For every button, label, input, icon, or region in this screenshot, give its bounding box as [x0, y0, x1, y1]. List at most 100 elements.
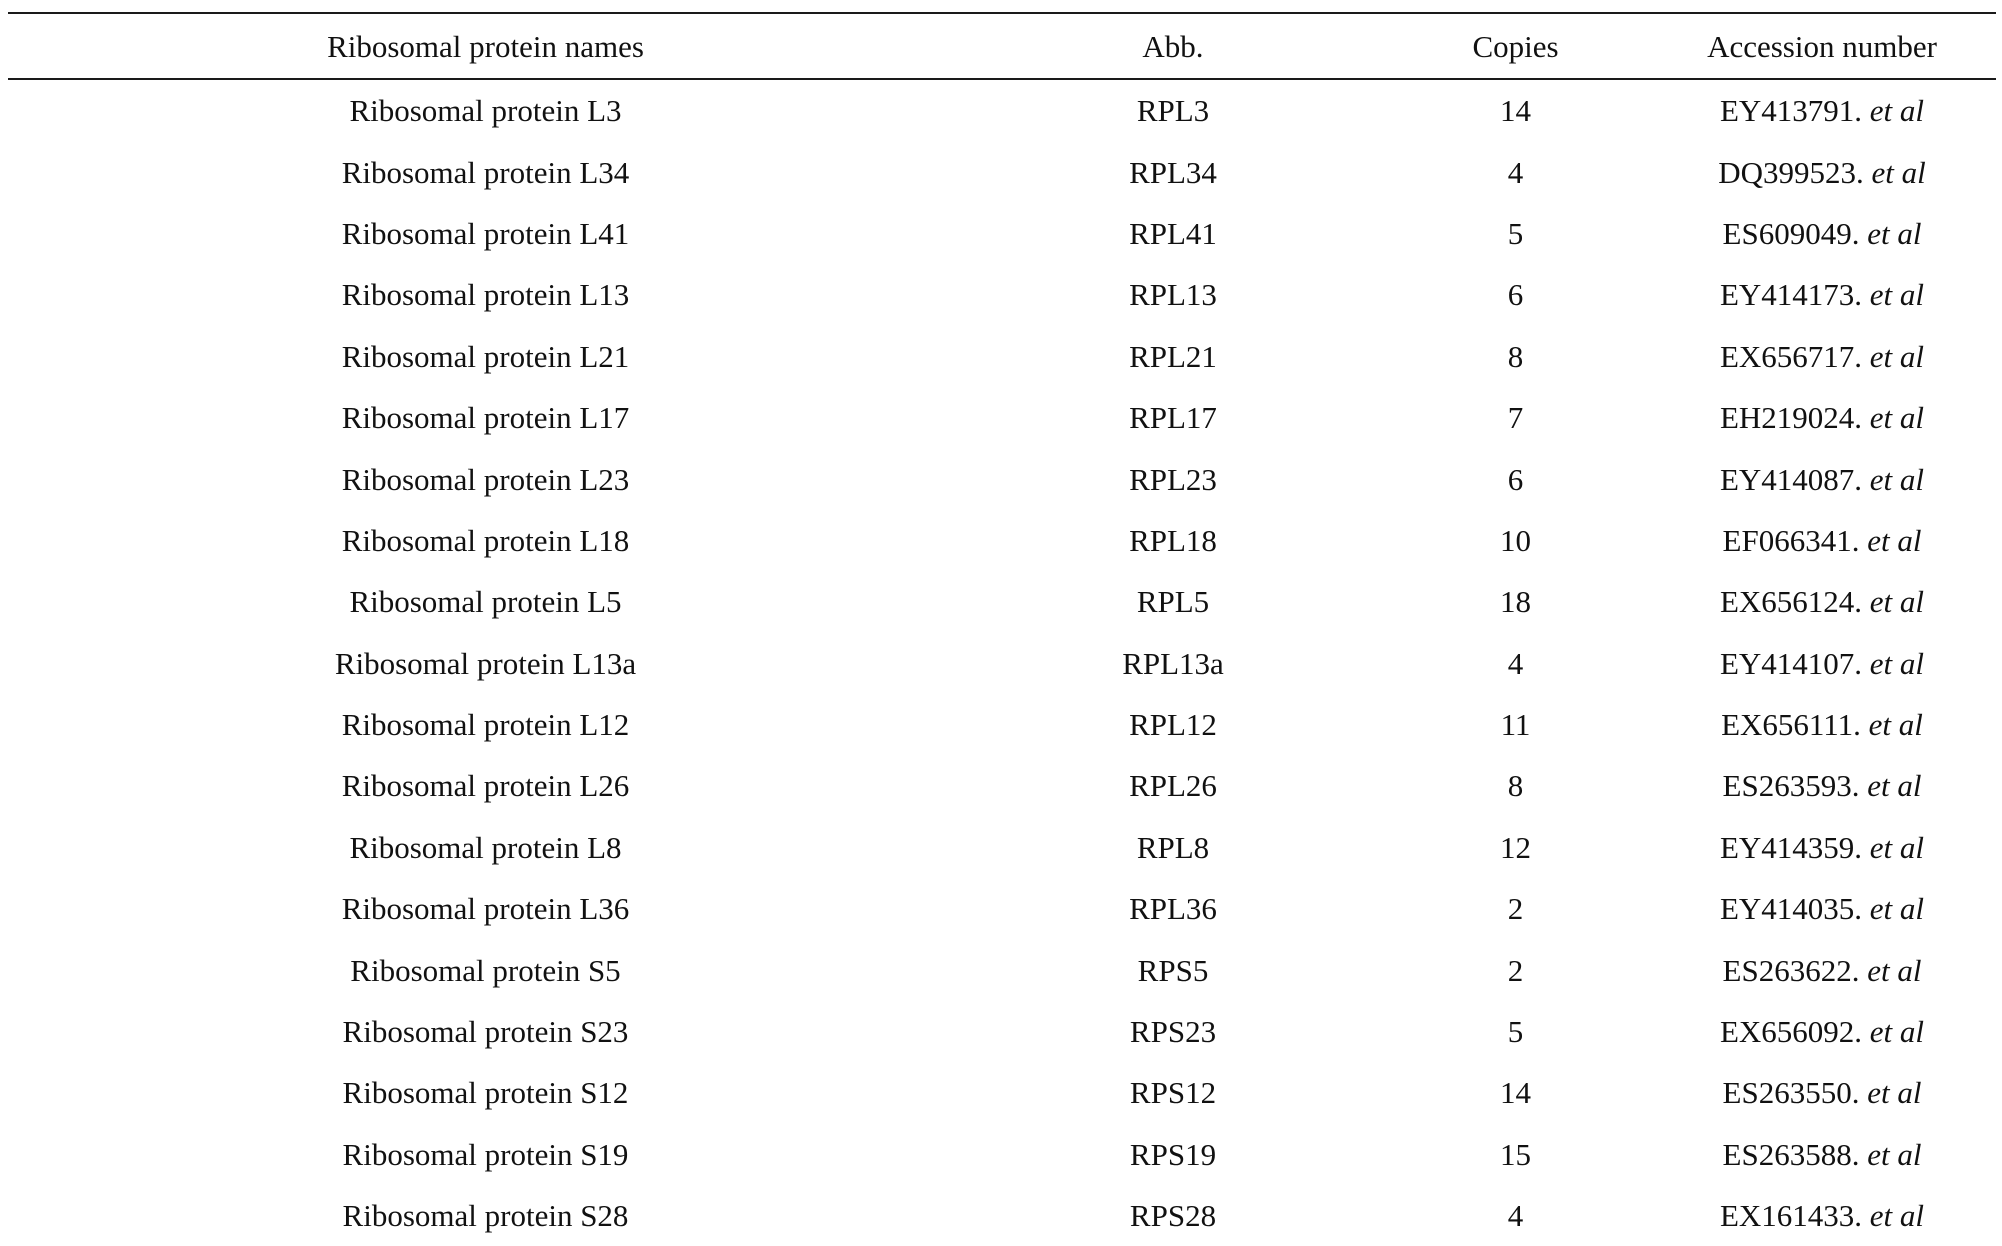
cell-copies: 11 — [1500, 707, 1531, 743]
cell-protein-name: Ribosomal protein S23 — [342, 1014, 629, 1050]
cell-accession: EY414359. et al — [1648, 832, 1996, 863]
cell-abbreviation: RPS19 — [1129, 1136, 1217, 1172]
cell-protein-name: Ribosomal protein L12 — [341, 707, 630, 743]
cell-abbreviation: RPL26 — [1129, 768, 1217, 804]
et-al-label: et al — [1867, 952, 1922, 988]
cell-abbreviation: RPL3 — [1136, 93, 1210, 129]
cell-protein-name: Ribosomal protein S12 — [342, 1075, 629, 1111]
table-row: Ribosomal protein L41 RPL41 5 ES609049. et … — [8, 203, 1996, 264]
accession-number: ES263593. — [1722, 768, 1860, 804]
et-al-label: et al — [1868, 707, 1923, 743]
accession-number: ES609049. — [1722, 215, 1860, 251]
cell-accession: DQ399523. et al — [1648, 157, 1996, 188]
accession-number: EY413791. — [1719, 93, 1863, 129]
accession-number: ES263588. — [1722, 1136, 1860, 1172]
et-al-label: et al — [1869, 584, 1925, 620]
cell-copies: 14 — [1500, 1075, 1531, 1111]
table-row: Ribosomal protein L23 RPL23 6 EY414087. et … — [8, 448, 1996, 509]
cell-abbreviation: RPL8 — [1136, 829, 1210, 865]
cell-abbreviation: RPL34 — [1129, 154, 1217, 190]
cell-copies: 4 — [1507, 154, 1524, 190]
cell-abbreviation: RPS12 — [1129, 1075, 1217, 1111]
cell-abbreviation: RPL13 — [1129, 277, 1217, 313]
et-al-label: et al — [1869, 277, 1925, 313]
cell-copies: 10 — [1500, 522, 1531, 558]
et-al-label: et al — [1869, 829, 1925, 865]
cell-accession: ES263588. et al — [1648, 1139, 1996, 1170]
cell-protein-name: Ribosomal protein L21 — [341, 338, 630, 374]
cell-abbreviation: RPL13a — [1122, 645, 1224, 681]
cell-abbreviation: RPL5 — [1136, 584, 1210, 620]
accession-number: EX656124. — [1719, 584, 1863, 620]
accession-number: ES263622. — [1722, 952, 1860, 988]
header-abbreviation: Abb. — [1142, 28, 1204, 64]
table-row: Ribosomal protein L17 RPL17 7 EH219024. et … — [8, 387, 1996, 448]
cell-copies: 5 — [1507, 215, 1524, 251]
et-al-label: et al — [1867, 1136, 1922, 1172]
accession-number: EY414359. — [1719, 829, 1863, 865]
cell-abbreviation: RPS28 — [1129, 1198, 1217, 1234]
et-al-label: et al — [1869, 461, 1925, 497]
cell-protein-name: Ribosomal protein L18 — [341, 522, 630, 558]
cell-copies: 14 — [1500, 93, 1531, 129]
cell-accession: ES609049. et al — [1648, 218, 1996, 249]
cell-abbreviation: RPL18 — [1129, 522, 1217, 558]
accession-number: EH219024. — [1719, 400, 1863, 436]
cell-abbreviation: RPL23 — [1129, 461, 1217, 497]
table-row: Ribosomal protein S28 RPS28 4 EX161433. et … — [8, 1185, 1996, 1246]
cell-protein-name: Ribosomal protein L17 — [341, 400, 630, 436]
cell-copies: 8 — [1507, 338, 1524, 374]
cell-accession: EY414107. et al — [1648, 648, 1996, 679]
accession-number: ES263550. — [1722, 1075, 1860, 1111]
accession-number: EX656092. — [1719, 1014, 1863, 1050]
et-al-label: et al — [1869, 891, 1925, 927]
cell-abbreviation: RPS23 — [1129, 1014, 1217, 1050]
et-al-label: et al — [1867, 215, 1922, 251]
cell-copies: 8 — [1507, 768, 1524, 804]
cell-copies: 15 — [1500, 1136, 1531, 1172]
table-row: Ribosomal protein L13 RPL13 6 EY414173. et … — [8, 264, 1996, 325]
cell-protein-name: Ribosomal protein L36 — [341, 891, 630, 927]
accession-number: EY414107. — [1719, 645, 1863, 681]
et-al-label: et al — [1869, 338, 1925, 374]
et-al-label: et al — [1869, 400, 1925, 436]
accession-number: EX656717. — [1719, 338, 1863, 374]
accession-number: EX161433. — [1719, 1198, 1863, 1234]
table-row: Ribosomal protein L3 RPL3 14 EY413791. et a… — [8, 80, 1996, 141]
cell-accession: EX656111. et al — [1648, 709, 1996, 740]
et-al-label: et al — [1869, 1198, 1925, 1234]
header-copies: Copies — [1472, 28, 1559, 64]
cell-protein-name: Ribosomal protein L3 — [349, 93, 622, 129]
cell-abbreviation: RPL41 — [1129, 215, 1217, 251]
table-row: Ribosomal protein S5 RPS5 2 ES263622. et al — [8, 939, 1996, 1000]
cell-protein-name: Ribosomal protein L23 — [341, 461, 630, 497]
cell-protein-name: Ribosomal protein S5 — [350, 952, 621, 988]
table-row: Ribosomal protein S12 RPS12 14 ES263550. et… — [8, 1062, 1996, 1123]
table-row: Ribosomal protein L21 RPL21 8 EX656717. et … — [8, 326, 1996, 387]
cell-accession: EX656092. et al — [1648, 1016, 1996, 1047]
cell-protein-name: Ribosomal protein L34 — [341, 154, 630, 190]
table-row: Ribosomal protein L13a RPL13a 4 EY414107. e… — [8, 633, 1996, 694]
accession-number: EX656111. — [1721, 707, 1861, 743]
accession-number: EY414087. — [1719, 461, 1863, 497]
header-protein-names: Ribosomal protein names — [327, 28, 644, 64]
ribosomal-protein-table: Ribosomal protein names Abb. Copies Acce… — [8, 12, 1996, 1246]
table-header-row: Ribosomal protein names Abb. Copies Acce… — [8, 14, 1996, 78]
cell-protein-name: Ribosomal protein L8 — [349, 829, 622, 865]
table-top-rule — [8, 12, 1996, 14]
cell-accession: EX161433. et al — [1648, 1200, 1996, 1231]
cell-abbreviation: RPL21 — [1129, 338, 1217, 374]
cell-protein-name: Ribosomal protein S28 — [342, 1198, 629, 1234]
cell-accession: EX656717. et al — [1648, 341, 1996, 372]
cell-protein-name: Ribosomal protein L5 — [349, 584, 622, 620]
cell-accession: EY414173. et al — [1648, 279, 1996, 310]
table-row: Ribosomal protein L36 RPL36 2 EY414035. et … — [8, 878, 1996, 939]
cell-accession: ES263593. et al — [1648, 770, 1996, 801]
et-al-label: et al — [1867, 1075, 1922, 1111]
accession-number: EY414035. — [1719, 891, 1863, 927]
table-row: Ribosomal protein L8 RPL8 12 EY414359. et a… — [8, 817, 1996, 878]
cell-protein-name: Ribosomal protein L13a — [334, 645, 637, 681]
et-al-label: et al — [1869, 645, 1925, 681]
et-al-label: et al — [1871, 154, 1926, 190]
table-row: Ribosomal protein L18 RPL18 10 EF066341. et… — [8, 510, 1996, 571]
